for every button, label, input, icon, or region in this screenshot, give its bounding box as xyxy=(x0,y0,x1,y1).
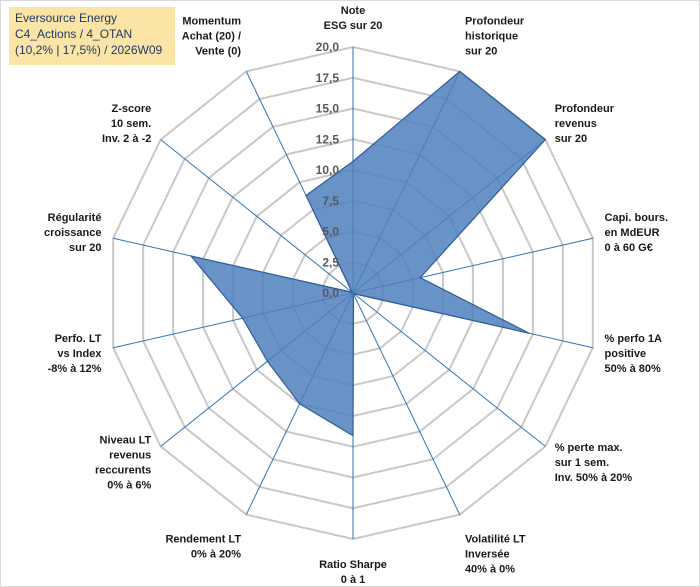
axis-label-8: Ratio Sharpe 0 à 1 xyxy=(319,559,387,586)
axis-label-13: Z-score 10 sem. Inv. 2 à -2 xyxy=(102,103,151,145)
tick-label: 2,5 xyxy=(322,255,339,269)
tick-label: 10,0 xyxy=(316,163,340,177)
tick-label: 0,0 xyxy=(322,286,339,300)
axis-label-10: Niveau LT revenus reccurents 0% à 6% xyxy=(95,435,152,492)
title-company: Eversource Energy xyxy=(15,11,118,25)
chart-title-box: Eversource Energy C4_Actions / 4_OTAN (1… xyxy=(9,7,175,65)
axis-label-6: % perte max. sur 1 sem. Inv. 50% à 20% xyxy=(555,442,633,484)
title-stats: (10,2% | 17,5%) / 2026W09 xyxy=(15,43,163,57)
axis-label-7: Volatilité LT Inversée 40% à 0% xyxy=(465,533,526,575)
axis-label-9: Rendement LT 0% à 20% xyxy=(165,533,241,560)
axis-spoke-7 xyxy=(352,292,461,515)
axis-label-12: Régularité croissance sur 20 xyxy=(44,212,101,254)
series-area-1 xyxy=(189,70,547,437)
axis-label-4: Capi. bours. en MdEUR 0 à 60 G€ xyxy=(605,212,669,254)
tick-label: 5,0 xyxy=(322,225,339,239)
axis-label-5: % perfo 1A positive 50% à 80% xyxy=(605,333,663,375)
title-category: C4_Actions / 4_OTAN xyxy=(15,27,133,41)
axis-spoke-13 xyxy=(160,139,354,294)
axis-label-1: Note ESG sur 20 xyxy=(324,5,383,32)
tick-label: 7,5 xyxy=(322,194,339,208)
tick-label: 12,5 xyxy=(316,132,340,146)
tick-label: 17,5 xyxy=(316,71,340,85)
axis-spoke-6 xyxy=(352,292,546,447)
axis-label-3: Profondeur revenus sur 20 xyxy=(555,103,615,145)
axis-label-2: Profondeur historique sur 20 xyxy=(465,16,525,58)
tick-label: 15,0 xyxy=(316,102,340,116)
axis-label-14: Momentum Achat (20) / Vente (0) xyxy=(182,16,242,58)
tick-label: 20,0 xyxy=(316,40,340,54)
axis-label-11: Perfo. LT vs Index -8% à 12% xyxy=(48,333,103,375)
